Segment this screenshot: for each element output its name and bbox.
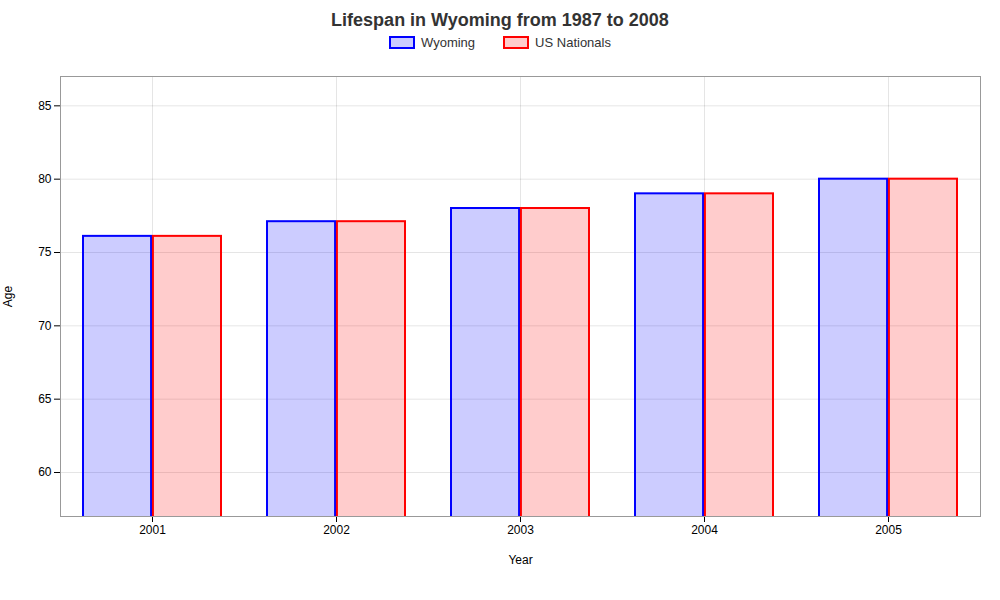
svg-text:75: 75 [38, 245, 52, 259]
svg-text:2002: 2002 [323, 523, 350, 537]
svg-text:80: 80 [38, 172, 52, 186]
svg-text:60: 60 [38, 465, 52, 479]
svg-text:65: 65 [38, 392, 52, 406]
svg-text:2001: 2001 [139, 523, 166, 537]
svg-text:85: 85 [38, 99, 52, 113]
html-text:Wyoming: Wyoming [421, 35, 476, 50]
svg-text:Year: Year [508, 553, 532, 567]
svg-text:2005: 2005 [875, 523, 902, 537]
html-text:US Nationals: US Nationals [535, 35, 611, 50]
svg-text:2003: 2003 [507, 523, 534, 537]
svg-text:70: 70 [38, 319, 52, 333]
svg-text:2004: 2004 [691, 523, 718, 537]
svg-text:Age: Age [1, 286, 15, 308]
html-text:Lifespan in Wyoming from 1987: Lifespan in Wyoming from 1987 to 2008 [331, 10, 669, 30]
